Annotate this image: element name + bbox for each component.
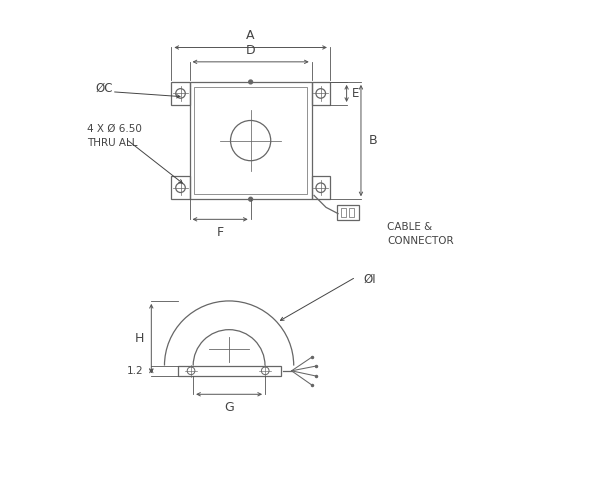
- Text: H: H: [134, 332, 144, 345]
- Bar: [349, 208, 354, 217]
- Text: D: D: [246, 43, 256, 56]
- Bar: [341, 208, 346, 217]
- Text: E: E: [352, 87, 360, 100]
- Text: CABLE &
CONNECTOR: CABLE & CONNECTOR: [387, 222, 454, 246]
- Text: A: A: [247, 29, 255, 42]
- Bar: [337, 205, 359, 220]
- Bar: [195, 87, 307, 194]
- Bar: [171, 82, 190, 105]
- Text: ØC: ØC: [95, 81, 113, 94]
- Text: 4 X Ø 6.50
THRU ALL: 4 X Ø 6.50 THRU ALL: [87, 124, 142, 148]
- Text: F: F: [217, 225, 224, 239]
- Text: B: B: [368, 134, 377, 147]
- Circle shape: [249, 80, 253, 84]
- Bar: [312, 176, 330, 199]
- Bar: [171, 176, 190, 199]
- Text: 1.2: 1.2: [127, 366, 144, 376]
- Text: G: G: [224, 400, 234, 413]
- Bar: [178, 366, 281, 376]
- Circle shape: [249, 197, 253, 201]
- Text: ØI: ØI: [363, 273, 376, 286]
- Bar: [312, 82, 330, 105]
- Bar: [190, 82, 312, 199]
